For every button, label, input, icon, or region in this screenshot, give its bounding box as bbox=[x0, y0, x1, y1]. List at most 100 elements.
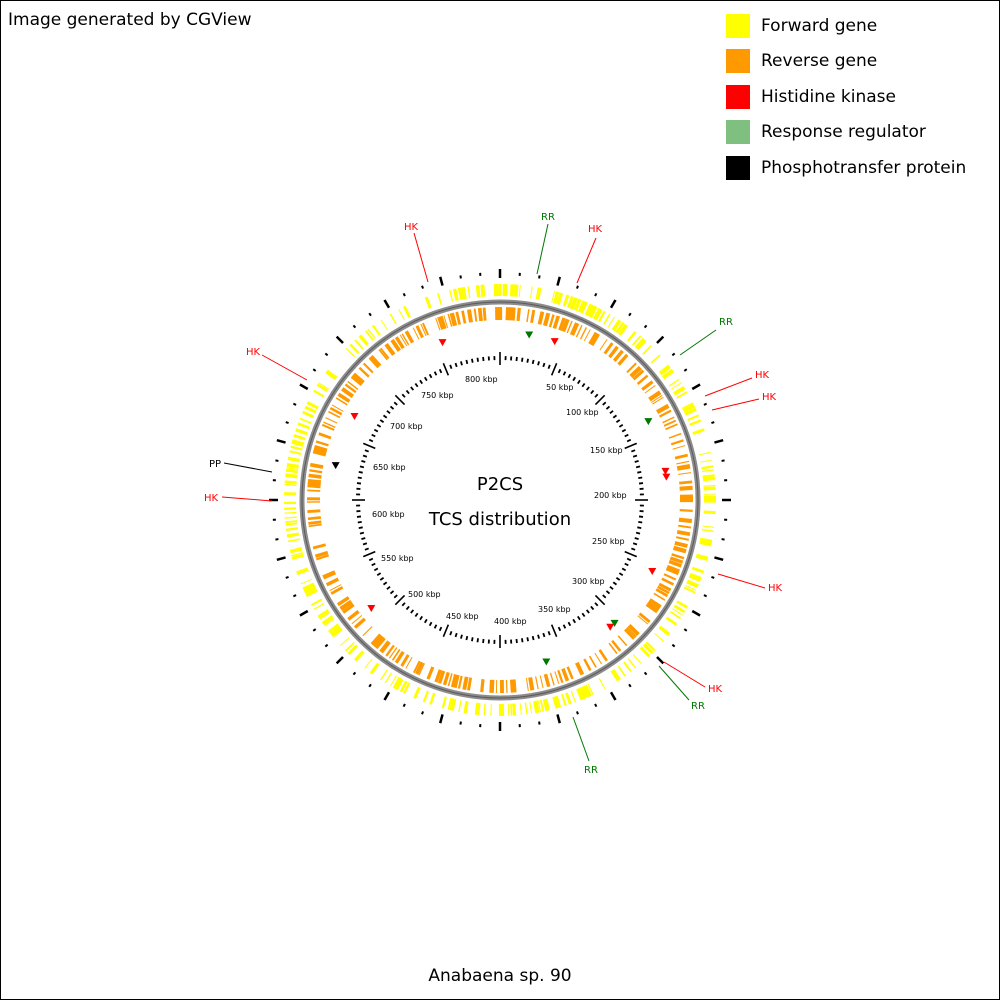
scale-tick bbox=[550, 362, 558, 376]
gene-mark bbox=[644, 385, 656, 394]
gene-mark bbox=[642, 345, 652, 355]
gene-mark bbox=[289, 547, 303, 554]
gene-mark bbox=[654, 632, 664, 642]
gene-mark bbox=[524, 702, 528, 715]
scale-label-550: 550 kbp bbox=[381, 554, 414, 563]
gene-mark bbox=[459, 287, 466, 300]
gene-mark bbox=[284, 511, 297, 514]
gene-mark bbox=[650, 354, 661, 364]
gene-mark bbox=[695, 553, 709, 562]
scale-tick bbox=[419, 615, 423, 621]
outer-tick bbox=[352, 671, 357, 676]
outer-tick bbox=[628, 312, 632, 317]
tcs-marker-triangle bbox=[331, 462, 340, 470]
gene-mark bbox=[415, 661, 424, 675]
scale-tick bbox=[602, 594, 607, 599]
gene-mark bbox=[319, 611, 331, 620]
scale-tick bbox=[361, 537, 366, 540]
scale-tick bbox=[368, 557, 374, 562]
scale-tick bbox=[401, 602, 406, 607]
gene-mark bbox=[449, 698, 457, 711]
gene-mark bbox=[673, 604, 686, 614]
gene-mark bbox=[418, 663, 425, 676]
gene-mark bbox=[313, 447, 327, 455]
scale-tick bbox=[376, 572, 382, 577]
gene-mark bbox=[489, 679, 495, 693]
scale-label-700: 700 kbp bbox=[390, 422, 423, 431]
scale-tick bbox=[572, 376, 577, 382]
scale-tick bbox=[626, 438, 632, 443]
scale-tick bbox=[526, 637, 529, 642]
outer-tick bbox=[312, 628, 317, 632]
gene-mark bbox=[669, 556, 684, 564]
gene-mark bbox=[580, 301, 588, 314]
gene-mark bbox=[372, 635, 385, 648]
gene-mark bbox=[632, 335, 642, 346]
tcs-marker-triangle bbox=[662, 473, 671, 481]
gene-mark bbox=[681, 402, 694, 410]
scale-tick bbox=[386, 410, 391, 415]
gene-mark bbox=[316, 383, 329, 393]
gene-mark bbox=[369, 662, 380, 675]
center-subtitle: TCS distribution bbox=[428, 509, 571, 530]
legend: Forward gene Reverse gene Histidine kina… bbox=[726, 8, 966, 186]
tcs-marker-triangle bbox=[661, 467, 670, 475]
scale-tick bbox=[624, 433, 629, 438]
gene-mark bbox=[380, 319, 388, 331]
gene-mark bbox=[299, 417, 312, 424]
gene-mark bbox=[552, 315, 561, 329]
gene-mark bbox=[462, 676, 469, 691]
gene-mark bbox=[627, 624, 640, 636]
scale-tick bbox=[419, 379, 423, 385]
callout-label: HK bbox=[768, 583, 783, 594]
gene-mark bbox=[636, 374, 649, 385]
gene-mark bbox=[284, 480, 297, 484]
gene-mark bbox=[461, 310, 467, 324]
gene-mark bbox=[537, 311, 545, 325]
gene-mark bbox=[286, 467, 299, 471]
gene-mark bbox=[329, 625, 342, 636]
callout-label: PP bbox=[209, 459, 221, 470]
gene-mark bbox=[577, 687, 586, 700]
callout-line bbox=[679, 329, 717, 356]
gene-mark bbox=[632, 369, 645, 381]
gene-mark bbox=[679, 485, 693, 491]
gene-mark bbox=[308, 473, 322, 479]
scale-tick bbox=[609, 585, 614, 590]
gene-mark bbox=[415, 325, 424, 339]
gene-mark bbox=[312, 450, 327, 457]
scale-tick bbox=[567, 373, 572, 379]
gene-mark bbox=[302, 410, 315, 419]
gene-mark bbox=[584, 303, 592, 316]
gene-mark bbox=[389, 675, 397, 687]
gene-mark bbox=[539, 699, 545, 712]
scale-tick bbox=[581, 382, 586, 388]
gene-mark bbox=[345, 347, 356, 358]
outer-tick bbox=[421, 711, 424, 715]
gene-mark bbox=[668, 432, 682, 439]
gene-mark bbox=[344, 383, 357, 394]
gene-mark bbox=[672, 545, 687, 554]
gene-mark bbox=[443, 315, 449, 328]
outer-tick bbox=[691, 383, 701, 391]
scale-tick bbox=[389, 405, 395, 410]
gene-mark bbox=[300, 578, 313, 585]
gene-mark bbox=[662, 416, 675, 424]
phosphotransfer-protein-swatch bbox=[726, 155, 750, 180]
gene-mark bbox=[645, 641, 656, 652]
scale-tick bbox=[460, 634, 463, 639]
gene-mark bbox=[594, 652, 603, 665]
scale-tick bbox=[521, 638, 524, 643]
gene-mark bbox=[477, 307, 483, 322]
gene-mark bbox=[435, 317, 441, 331]
scale-tick bbox=[638, 476, 643, 479]
gene-mark bbox=[340, 600, 353, 611]
gene-mark bbox=[639, 646, 651, 658]
gene-mark bbox=[452, 288, 459, 301]
callout-line bbox=[717, 573, 766, 589]
scale-tick bbox=[428, 373, 433, 379]
gene-mark bbox=[702, 474, 715, 478]
gene-mark bbox=[623, 661, 632, 673]
gene-mark bbox=[653, 592, 666, 601]
gene-mark bbox=[364, 658, 373, 669]
